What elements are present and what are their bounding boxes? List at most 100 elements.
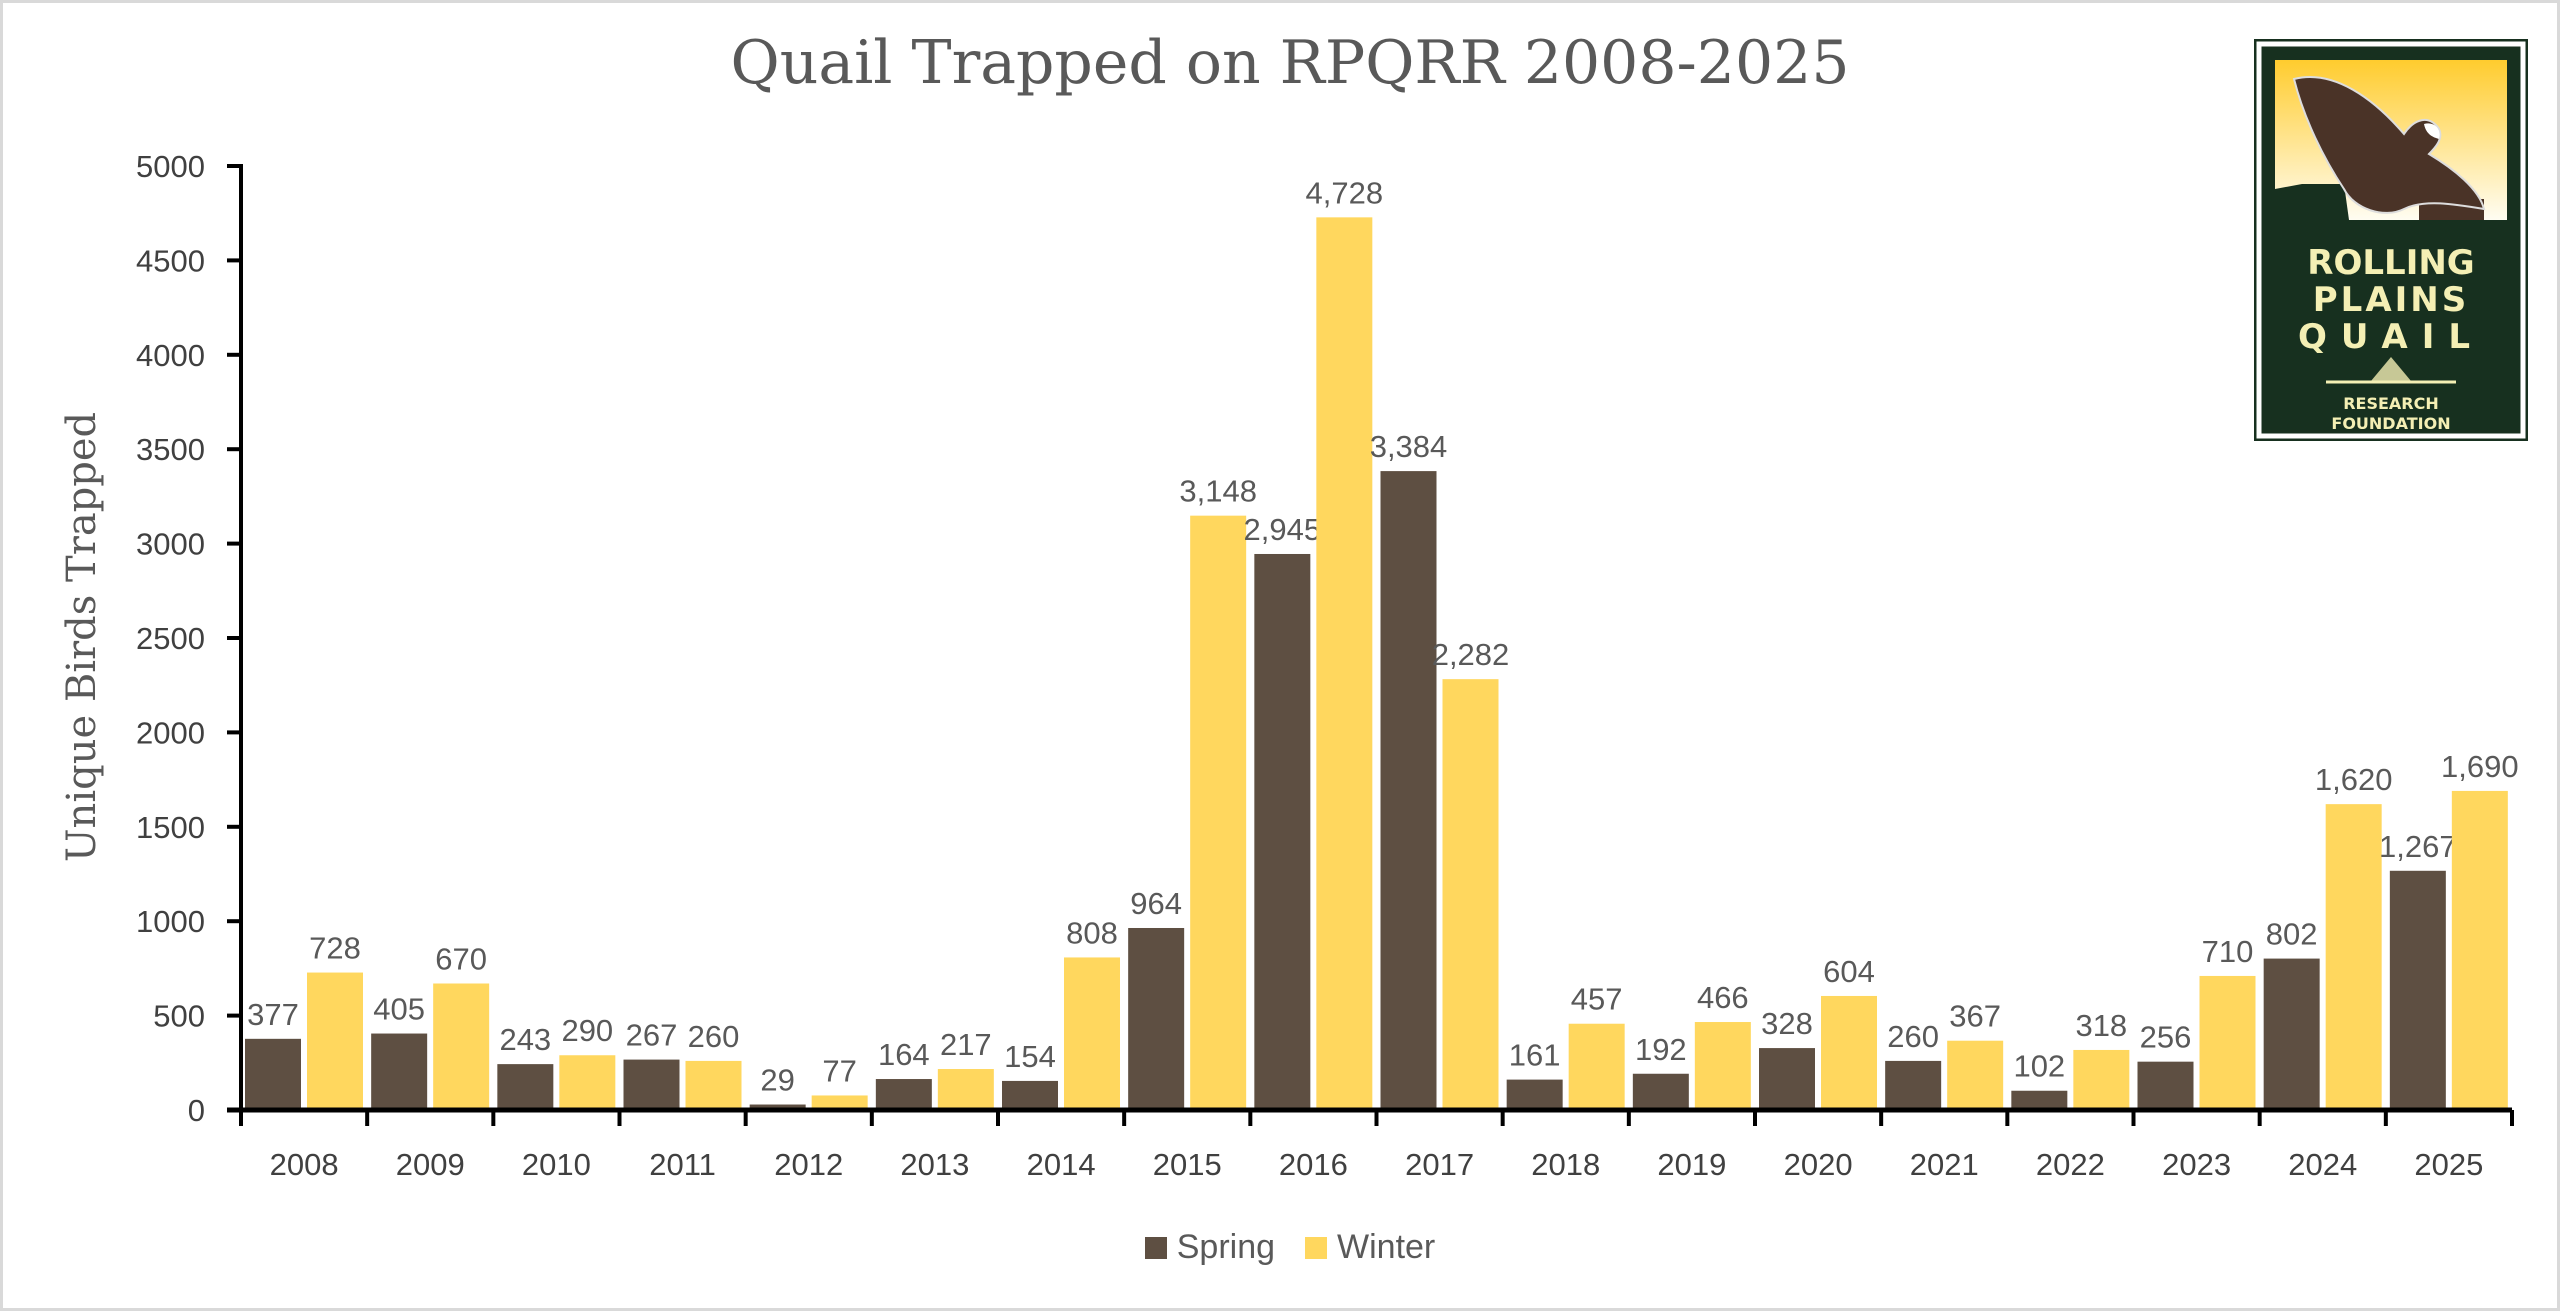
bar-winter-2008 — [307, 972, 363, 1110]
data-label: 164 — [878, 1037, 930, 1072]
data-label: 377 — [247, 997, 299, 1032]
data-label: 367 — [1949, 999, 2001, 1034]
data-label: 267 — [626, 1018, 678, 1053]
bar-spring-2020 — [1759, 1048, 1815, 1110]
data-label: 1,267 — [2379, 829, 2457, 864]
data-label: 318 — [2075, 1008, 2127, 1043]
data-label: 466 — [1697, 980, 1749, 1015]
data-label: 670 — [435, 942, 487, 977]
data-label: 2,945 — [1244, 512, 1322, 547]
data-label: 161 — [1509, 1038, 1561, 1073]
bar-spring-2015 — [1128, 927, 1185, 1110]
bar-spring-2019 — [1632, 1073, 1689, 1110]
legend-swatch — [1305, 1236, 1328, 1259]
x-tick-label: 2024 — [2288, 1147, 2357, 1182]
data-label: 29 — [760, 1063, 794, 1098]
data-label: 457 — [1571, 982, 1623, 1017]
bar-spring-2008 — [245, 1038, 301, 1110]
data-label: 192 — [1635, 1032, 1687, 1067]
bar-spring-2012 — [749, 1104, 806, 1110]
data-label: 405 — [373, 992, 425, 1027]
x-tick-label: 2008 — [270, 1147, 339, 1182]
legend-swatch — [1144, 1236, 1167, 1259]
y-tick-label: 4500 — [136, 243, 205, 278]
data-label: 2,282 — [1432, 637, 1510, 672]
bar-spring-2016 — [1254, 553, 1311, 1110]
svg-text:ROLLING: ROLLING — [2307, 243, 2474, 283]
x-tick-label: 2013 — [900, 1147, 969, 1182]
x-tick-label: 2023 — [2162, 1147, 2231, 1182]
bar-spring-2024 — [2263, 958, 2320, 1110]
bar-spring-2014 — [1002, 1080, 1058, 1110]
data-label: 802 — [2266, 917, 2318, 952]
data-label: 328 — [1761, 1006, 1813, 1041]
data-label: 256 — [2140, 1020, 2192, 1055]
x-tick-label: 2012 — [774, 1147, 843, 1182]
x-tick-label: 2022 — [2036, 1147, 2105, 1182]
bar-winter-2013 — [937, 1069, 994, 1110]
y-tick-label: 5000 — [136, 149, 205, 184]
legend-label: Spring — [1176, 1228, 1276, 1266]
bar-winter-2014 — [1064, 957, 1120, 1110]
data-label: 728 — [309, 931, 361, 966]
data-label: 260 — [688, 1019, 740, 1054]
legend-item-spring: Spring — [1144, 1228, 1276, 1267]
y-tick-label: 1000 — [136, 904, 205, 939]
x-tick-label: 2025 — [2414, 1147, 2483, 1182]
legend-label: Winter — [1337, 1228, 1436, 1266]
data-label: 3,384 — [1370, 429, 1448, 464]
x-tick-label: 2011 — [649, 1147, 716, 1182]
y-tick-label: 3500 — [136, 432, 205, 467]
bar-winter-2023 — [2199, 975, 2256, 1110]
data-label: 4,728 — [1306, 175, 1384, 210]
bar-winter-2017 — [1442, 679, 1499, 1110]
x-tick-label: 2014 — [1027, 1147, 1096, 1182]
x-tick-label: 2009 — [396, 1147, 465, 1182]
bar-winter-2012 — [811, 1095, 868, 1110]
data-label: 217 — [940, 1027, 992, 1062]
data-label: 964 — [1130, 886, 1182, 921]
data-label: 1,620 — [2315, 762, 2393, 797]
chart-title: Quail Trapped on RPQRR 2008-2025 — [730, 28, 1850, 98]
svg-text:FOUNDATION: FOUNDATION — [2331, 414, 2450, 433]
data-label: 290 — [561, 1013, 613, 1048]
bar-spring-2010 — [497, 1064, 554, 1110]
y-tick-label: 3000 — [136, 527, 205, 562]
data-label: 1,690 — [2441, 749, 2519, 784]
data-label: 102 — [2013, 1049, 2065, 1084]
bar-winter-2025 — [2451, 790, 2508, 1110]
x-tick-label: 2019 — [1657, 1147, 1726, 1182]
legend-item-winter: Winter — [1305, 1228, 1435, 1267]
data-label: 710 — [2202, 934, 2254, 969]
bar-spring-2011 — [623, 1059, 680, 1110]
bar-spring-2013 — [875, 1079, 932, 1110]
y-tick-label: 2500 — [136, 621, 205, 656]
y-tick-label: 1500 — [136, 810, 205, 845]
data-label: 154 — [1004, 1039, 1056, 1074]
y-tick-label: 2000 — [136, 715, 205, 750]
bar-winter-2018 — [1568, 1023, 1625, 1110]
svg-text:PLAINS: PLAINS — [2313, 280, 2470, 320]
svg-text:QUAIL: QUAIL — [2298, 317, 2484, 357]
y-tick-label: 0 — [188, 1093, 205, 1128]
data-label: 243 — [499, 1022, 551, 1057]
bar-spring-2021 — [1885, 1060, 1942, 1110]
bar-spring-2023 — [2137, 1061, 2194, 1110]
bar-spring-2018 — [1506, 1079, 1563, 1110]
bar-winter-2009 — [433, 983, 490, 1110]
bar-spring-2025 — [2389, 870, 2446, 1110]
x-tick-label: 2010 — [522, 1147, 591, 1182]
y-tick-label: 500 — [153, 999, 205, 1034]
bar-winter-2024 — [2325, 804, 2382, 1110]
bar-winter-2022 — [2073, 1049, 2130, 1110]
data-label: 77 — [822, 1053, 856, 1088]
data-label: 808 — [1066, 915, 1118, 950]
quail-logo: ROLLING PLAINS QUAIL RESEARCH FOUNDATION — [2254, 39, 2528, 441]
data-label: 260 — [1887, 1019, 1939, 1054]
bar-spring-2009 — [371, 1033, 428, 1110]
bar-winter-2016 — [1316, 217, 1373, 1110]
bar-winter-2019 — [1694, 1022, 1751, 1110]
x-tick-label: 2020 — [1784, 1147, 1853, 1182]
x-tick-label: 2017 — [1405, 1147, 1474, 1182]
